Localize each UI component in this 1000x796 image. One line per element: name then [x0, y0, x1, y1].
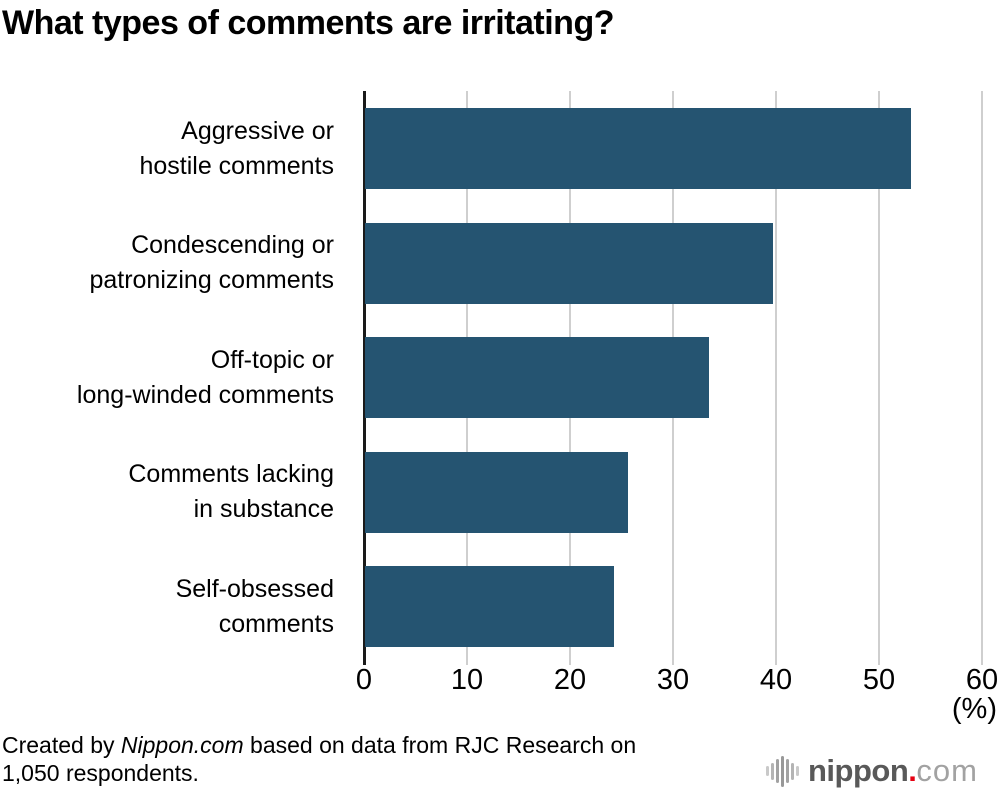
plot-area: 0 10 20 30 40 50 60	[356, 91, 998, 695]
x-axis-tick-label: 50	[862, 664, 896, 696]
x-axis-tick-label: 20	[553, 664, 587, 696]
category-label-column: Aggressive or hostile comments Condescend…	[0, 91, 348, 648]
chart-title: What types of comments are irritating?	[2, 4, 615, 42]
nippon-logo: nippon. com	[766, 750, 978, 792]
category-label: Condescending or patronizing comments	[89, 231, 334, 295]
x-axis-tick	[672, 648, 674, 665]
source-note-suffix: based on data from RJC Research on	[243, 732, 637, 758]
gridline	[775, 91, 777, 648]
logo-tld: com	[916, 753, 978, 788]
source-note-line2: 1,050 respondents.	[2, 760, 199, 786]
source-note-brand: Nippon.com	[120, 732, 244, 758]
category-label: Off-topic or long-winded comments	[76, 345, 334, 409]
soundwave-bars-icon	[766, 755, 799, 787]
gridline	[981, 91, 983, 648]
x-axis-tick	[466, 648, 468, 665]
bar	[365, 108, 911, 189]
category-label: Aggressive or hostile comments	[139, 116, 334, 180]
logo-name: nippon	[808, 753, 909, 788]
source-note-prefix: Created by	[2, 732, 121, 758]
category-label: Self-obsessed comments	[175, 574, 334, 638]
x-axis-tick-label: 40	[759, 664, 793, 696]
x-axis-tick	[775, 648, 777, 665]
bar	[365, 337, 710, 419]
nippon-logo-text: nippon. com	[808, 753, 978, 789]
bar	[365, 222, 773, 304]
logo-dot: .	[908, 753, 917, 788]
x-axis-tick	[981, 648, 983, 665]
x-axis-tick	[569, 648, 571, 665]
source-note: Created by Nippon.com based on data from…	[2, 731, 702, 787]
bar	[365, 566, 615, 648]
x-axis-tick-label: 0	[355, 664, 373, 696]
bar	[365, 451, 628, 533]
y-axis-line	[363, 91, 366, 665]
x-axis-unit-label: (%)	[951, 693, 997, 725]
x-axis-tick	[878, 648, 880, 665]
x-axis-tick-label: 60	[965, 664, 999, 696]
x-axis-tick-label: 10	[450, 664, 484, 696]
gridline	[878, 91, 880, 648]
category-label: Comments lacking in substance	[128, 460, 334, 524]
x-axis-tick-label: 30	[656, 664, 690, 696]
